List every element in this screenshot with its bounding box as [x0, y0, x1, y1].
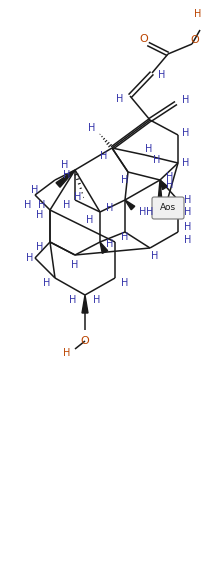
- Text: H: H: [61, 160, 69, 170]
- Text: H: H: [43, 278, 51, 288]
- Text: H: H: [146, 207, 154, 217]
- Text: H: H: [139, 207, 147, 217]
- Text: H: H: [100, 151, 108, 161]
- Text: H: H: [63, 170, 71, 180]
- Polygon shape: [82, 295, 88, 313]
- Text: H: H: [182, 158, 190, 168]
- Text: H: H: [166, 180, 174, 190]
- Text: Aos: Aos: [160, 204, 176, 213]
- Polygon shape: [100, 242, 108, 253]
- Text: H: H: [88, 123, 96, 133]
- Polygon shape: [125, 200, 135, 210]
- Text: H: H: [121, 175, 129, 185]
- Text: H: H: [106, 239, 114, 249]
- Text: H: H: [36, 210, 44, 220]
- Text: H: H: [166, 172, 174, 182]
- Text: H: H: [74, 192, 82, 202]
- Text: H: H: [182, 95, 190, 105]
- Text: H: H: [24, 200, 32, 210]
- Text: H: H: [106, 203, 114, 213]
- Text: H: H: [151, 251, 159, 261]
- Text: H: H: [63, 200, 71, 210]
- Text: H: H: [121, 278, 129, 288]
- Polygon shape: [160, 180, 168, 189]
- Polygon shape: [157, 180, 163, 213]
- Text: H: H: [26, 253, 34, 263]
- Text: H: H: [184, 207, 192, 217]
- Text: H: H: [121, 232, 129, 242]
- FancyBboxPatch shape: [152, 197, 184, 219]
- Text: H: H: [184, 195, 192, 205]
- Text: H: H: [182, 128, 190, 138]
- Text: H: H: [145, 144, 153, 154]
- Text: H: H: [194, 9, 202, 19]
- Polygon shape: [56, 170, 75, 187]
- Text: H: H: [36, 242, 44, 252]
- Text: H: H: [38, 200, 46, 210]
- Text: H: H: [93, 295, 101, 305]
- Text: H: H: [69, 295, 77, 305]
- Text: H: H: [31, 185, 39, 195]
- Text: H: H: [153, 155, 161, 165]
- Text: O: O: [81, 336, 89, 346]
- Text: O: O: [140, 34, 148, 44]
- Text: H: H: [158, 70, 166, 80]
- Text: H: H: [184, 222, 192, 232]
- Text: H: H: [86, 215, 94, 225]
- Text: H: H: [71, 260, 79, 270]
- Text: H: H: [116, 94, 124, 104]
- Text: H: H: [63, 348, 71, 358]
- Text: O: O: [191, 35, 199, 45]
- Text: H: H: [184, 235, 192, 245]
